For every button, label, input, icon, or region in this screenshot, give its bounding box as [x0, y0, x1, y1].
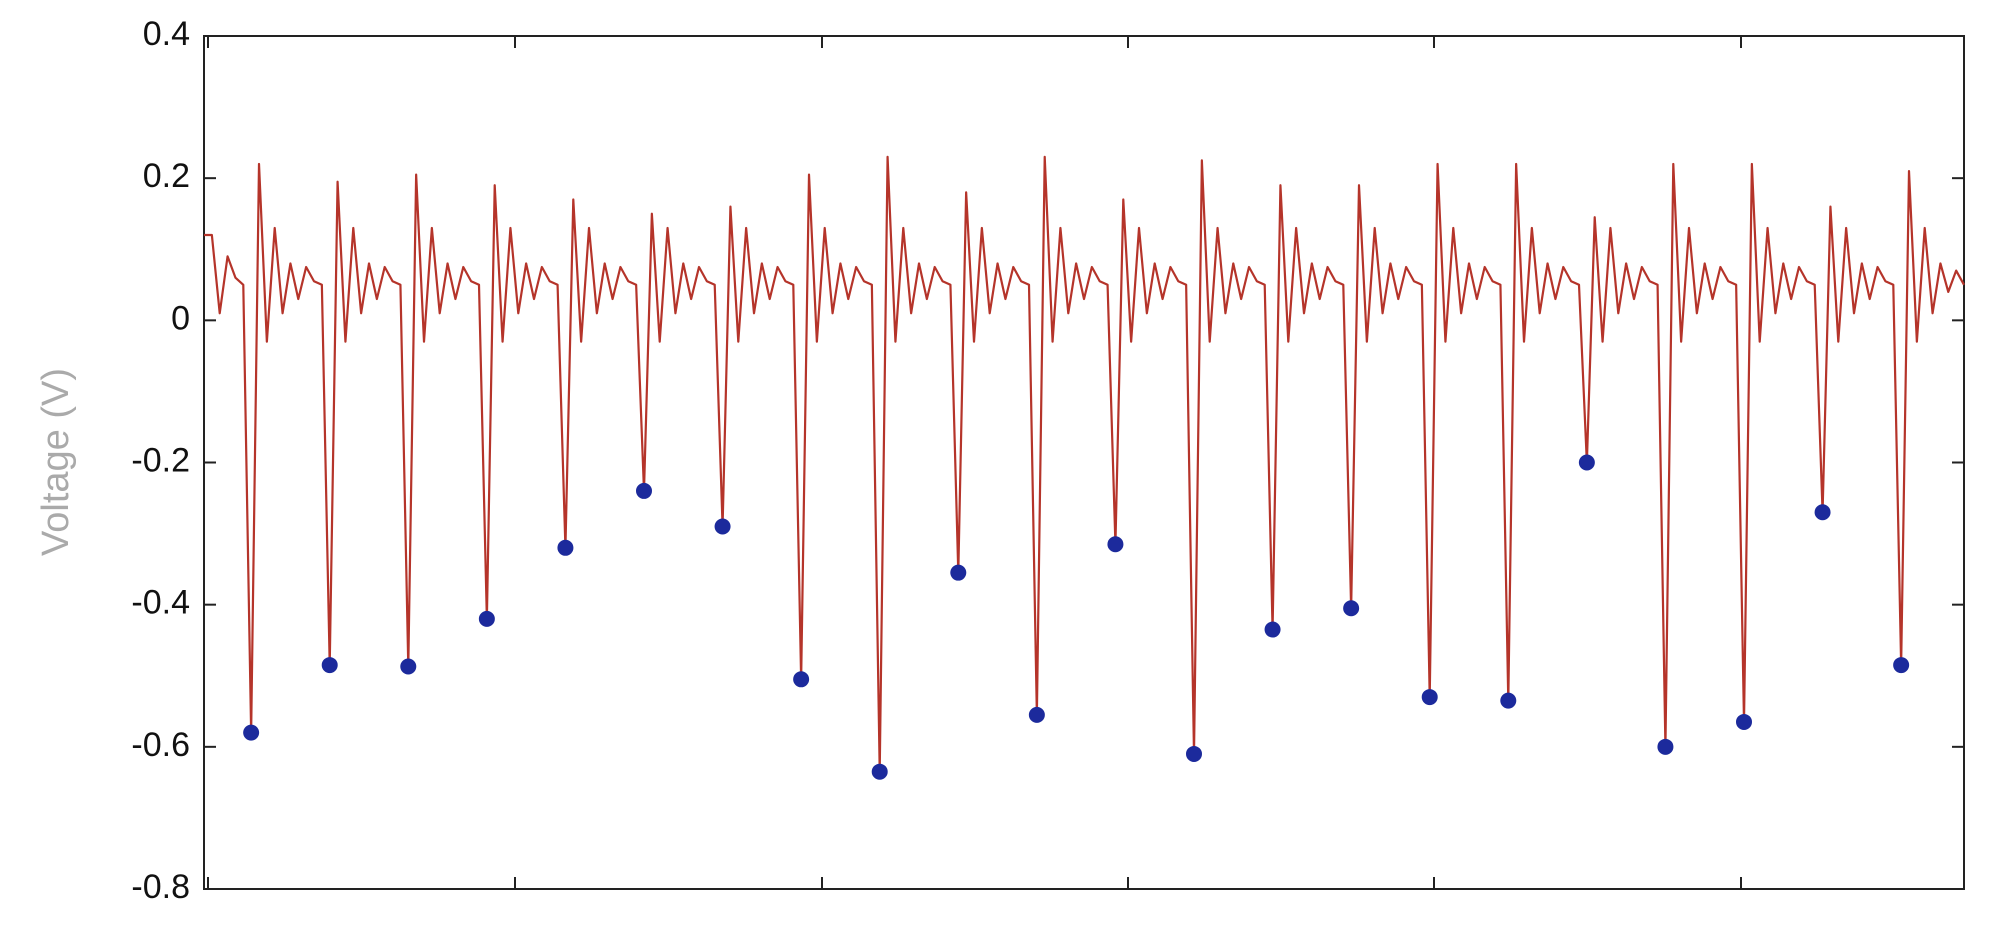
minimum-marker	[1421, 689, 1438, 706]
minimum-marker	[1264, 621, 1281, 638]
minimum-marker	[557, 539, 574, 556]
plot-frame	[203, 35, 1965, 890]
y-tick-label: 0.4	[143, 15, 190, 53]
minimum-marker	[1814, 504, 1831, 521]
minimum-marker	[321, 657, 338, 674]
minimum-marker	[1893, 657, 1910, 674]
y-tick-label: 0.2	[143, 157, 190, 195]
minimum-marker	[400, 658, 417, 675]
y-tick-label: -0.8	[131, 868, 190, 906]
minimum-marker	[243, 724, 260, 741]
minimum-marker	[1657, 738, 1674, 755]
y-tick-label: -0.4	[131, 584, 190, 622]
minimum-marker	[1343, 600, 1360, 617]
minimum-marker	[1578, 454, 1595, 471]
minimum-marker	[1500, 692, 1517, 709]
minimum-marker	[1107, 536, 1124, 553]
minimum-marker	[871, 763, 888, 780]
minimum-marker	[1736, 713, 1752, 730]
y-axis-label: Voltage (V)	[35, 368, 77, 556]
y-tick-label: -0.2	[131, 441, 190, 479]
minimum-marker	[636, 482, 652, 499]
minimum-marker	[1028, 706, 1045, 723]
minimum-marker	[714, 518, 731, 535]
y-tick-label: -0.6	[131, 726, 190, 764]
minimum-marker	[793, 671, 810, 688]
x-ticks	[207, 36, 1742, 889]
minimum-marker	[1186, 745, 1202, 762]
minimum-marker	[950, 564, 967, 581]
minimum-marker	[478, 610, 495, 627]
signal-line	[204, 155, 1965, 773]
y-tick-label: 0	[171, 299, 190, 337]
